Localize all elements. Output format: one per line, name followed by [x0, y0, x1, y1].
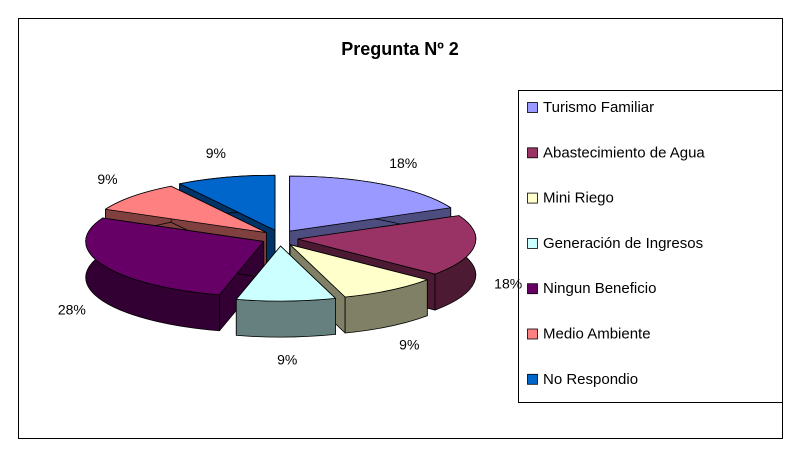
data-label: 18%	[494, 276, 522, 292]
slice-top	[289, 244, 428, 298]
legend-label: Ningun Beneficio	[543, 280, 656, 297]
legend-label: Mini Riego	[543, 190, 614, 207]
legend-label: Generación de Ingresos	[543, 235, 703, 252]
slice-top	[179, 174, 276, 231]
data-label: 28%	[58, 302, 86, 318]
legend-label: Turismo Familiar	[543, 99, 654, 116]
chart-title: Pregunta Nº 2	[341, 39, 459, 59]
pie-slice	[235, 245, 336, 338]
slice-rim	[235, 298, 336, 338]
slice-top	[297, 215, 477, 275]
legend-swatch	[527, 102, 538, 113]
data-label: 9%	[97, 171, 117, 187]
legend-label: No Respondio	[543, 371, 638, 388]
legend-box	[518, 90, 783, 403]
legend-swatch	[527, 328, 538, 340]
slice-top	[289, 175, 452, 232]
slice-top	[85, 217, 265, 296]
legend-swatch	[527, 147, 538, 159]
legend-swatch	[527, 373, 538, 385]
legend-swatch	[527, 237, 538, 249]
data-label: 9%	[399, 337, 419, 353]
data-label: 9%	[206, 145, 226, 161]
slice-top	[235, 245, 336, 302]
slice-top	[105, 185, 267, 234]
legend-swatch	[527, 192, 538, 204]
data-label: 9%	[277, 352, 297, 368]
legend-label: Medio Ambiente	[543, 325, 651, 342]
legend-label: Abastecimiento de Agua	[543, 144, 705, 161]
legend-swatch	[527, 283, 538, 295]
data-label: 18%	[389, 155, 417, 171]
pie-slice	[85, 217, 265, 332]
